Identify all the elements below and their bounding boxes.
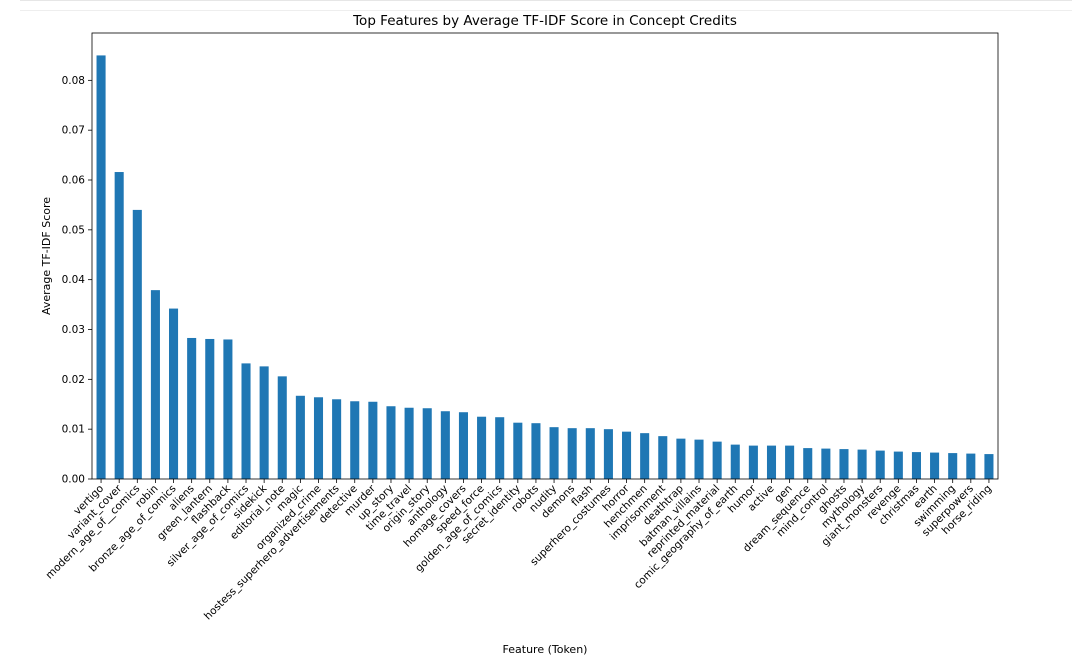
bar-golden_age_of_comics [495,417,505,479]
bar-hostess_superhero_advertisements [332,399,342,479]
bar-swimming [948,453,958,479]
bar-aliens [187,337,197,479]
bar-murder [368,401,378,479]
y-tick-label: 0.03 [62,324,85,336]
y-tick-label: 0.07 [62,125,85,137]
bar-horse_riding [984,454,994,479]
bar-speed_force [477,416,487,479]
bar-variant_cover [114,172,124,479]
bar-earth [930,452,940,479]
y-tick-label: 0.04 [62,274,86,286]
bar-deathtrap [676,438,686,479]
bar-secret_identity [513,422,523,479]
x-axis: vertigovariant_covermodern_age_of__comic… [44,479,994,622]
bars-group [96,55,994,480]
y-tick-label: 0.05 [62,224,85,236]
y-tick-label: 0.08 [62,75,85,87]
bar-organized_crime [313,397,324,479]
bar-christmas [911,452,921,479]
y-tick-label: 0.00 [62,474,85,486]
bar-editorial_note [277,376,287,479]
y-tick-label: 0.02 [62,374,85,386]
bar-reprinted_material [712,441,722,479]
chart-title: Top Features by Average TF-IDF Score in … [352,13,737,29]
bar-active [766,445,777,479]
bar-homage_covers [458,412,468,479]
bar-anthology [440,411,450,479]
bar-demons [567,428,577,479]
bar-gen [785,445,795,479]
bar-mythology [857,449,867,479]
bar-imprisonment [658,436,668,479]
bar-comic_geography_of_earth [730,444,740,479]
bar-sidekick [259,366,269,479]
y-axis: 0.00 0.01 0.02 0.03 0.04 0.05 0.06 0.07 0.08 [62,75,92,486]
bar-superhero_costumes [603,429,613,479]
bar-horror [622,431,632,479]
bar-robots [531,423,541,479]
bar-henchmen [640,433,650,479]
bar-vertigo [96,55,106,480]
bar-magic [295,395,305,479]
bar-humor [748,445,758,479]
y-tick-label: 0.06 [62,175,86,187]
y-tick-label: 0.01 [62,424,85,436]
bar-nudity [549,427,559,479]
plot-frame [91,32,999,480]
x-axis-label: Feature (Token) [503,643,588,656]
bar-giant_monsters [875,450,885,479]
bar-flash [585,428,595,479]
bar-green_lantern [205,338,215,479]
bar-silver_age_of_comics [241,363,251,479]
bar-dream_sequence [803,448,813,479]
bar-origin_story [422,408,432,479]
y-axis-label: Average TF-IDF Score [40,197,53,315]
bar-flashback [223,339,233,479]
bar-up_story [386,406,396,479]
cell-divider [20,10,1072,11]
bar-time_travel [404,407,414,479]
bar-modern_age_of__comics [132,209,142,479]
bar-detective [350,401,360,479]
bar-ghosts [839,449,849,479]
bar-robin [150,290,160,479]
bar-bronze_age_of_comics [169,308,179,479]
bar-superpowers [966,453,976,479]
bar-mind_control [821,448,831,479]
bar-batman_villains [694,439,704,479]
top-border [20,0,1072,1]
bar-revenge [893,451,903,479]
